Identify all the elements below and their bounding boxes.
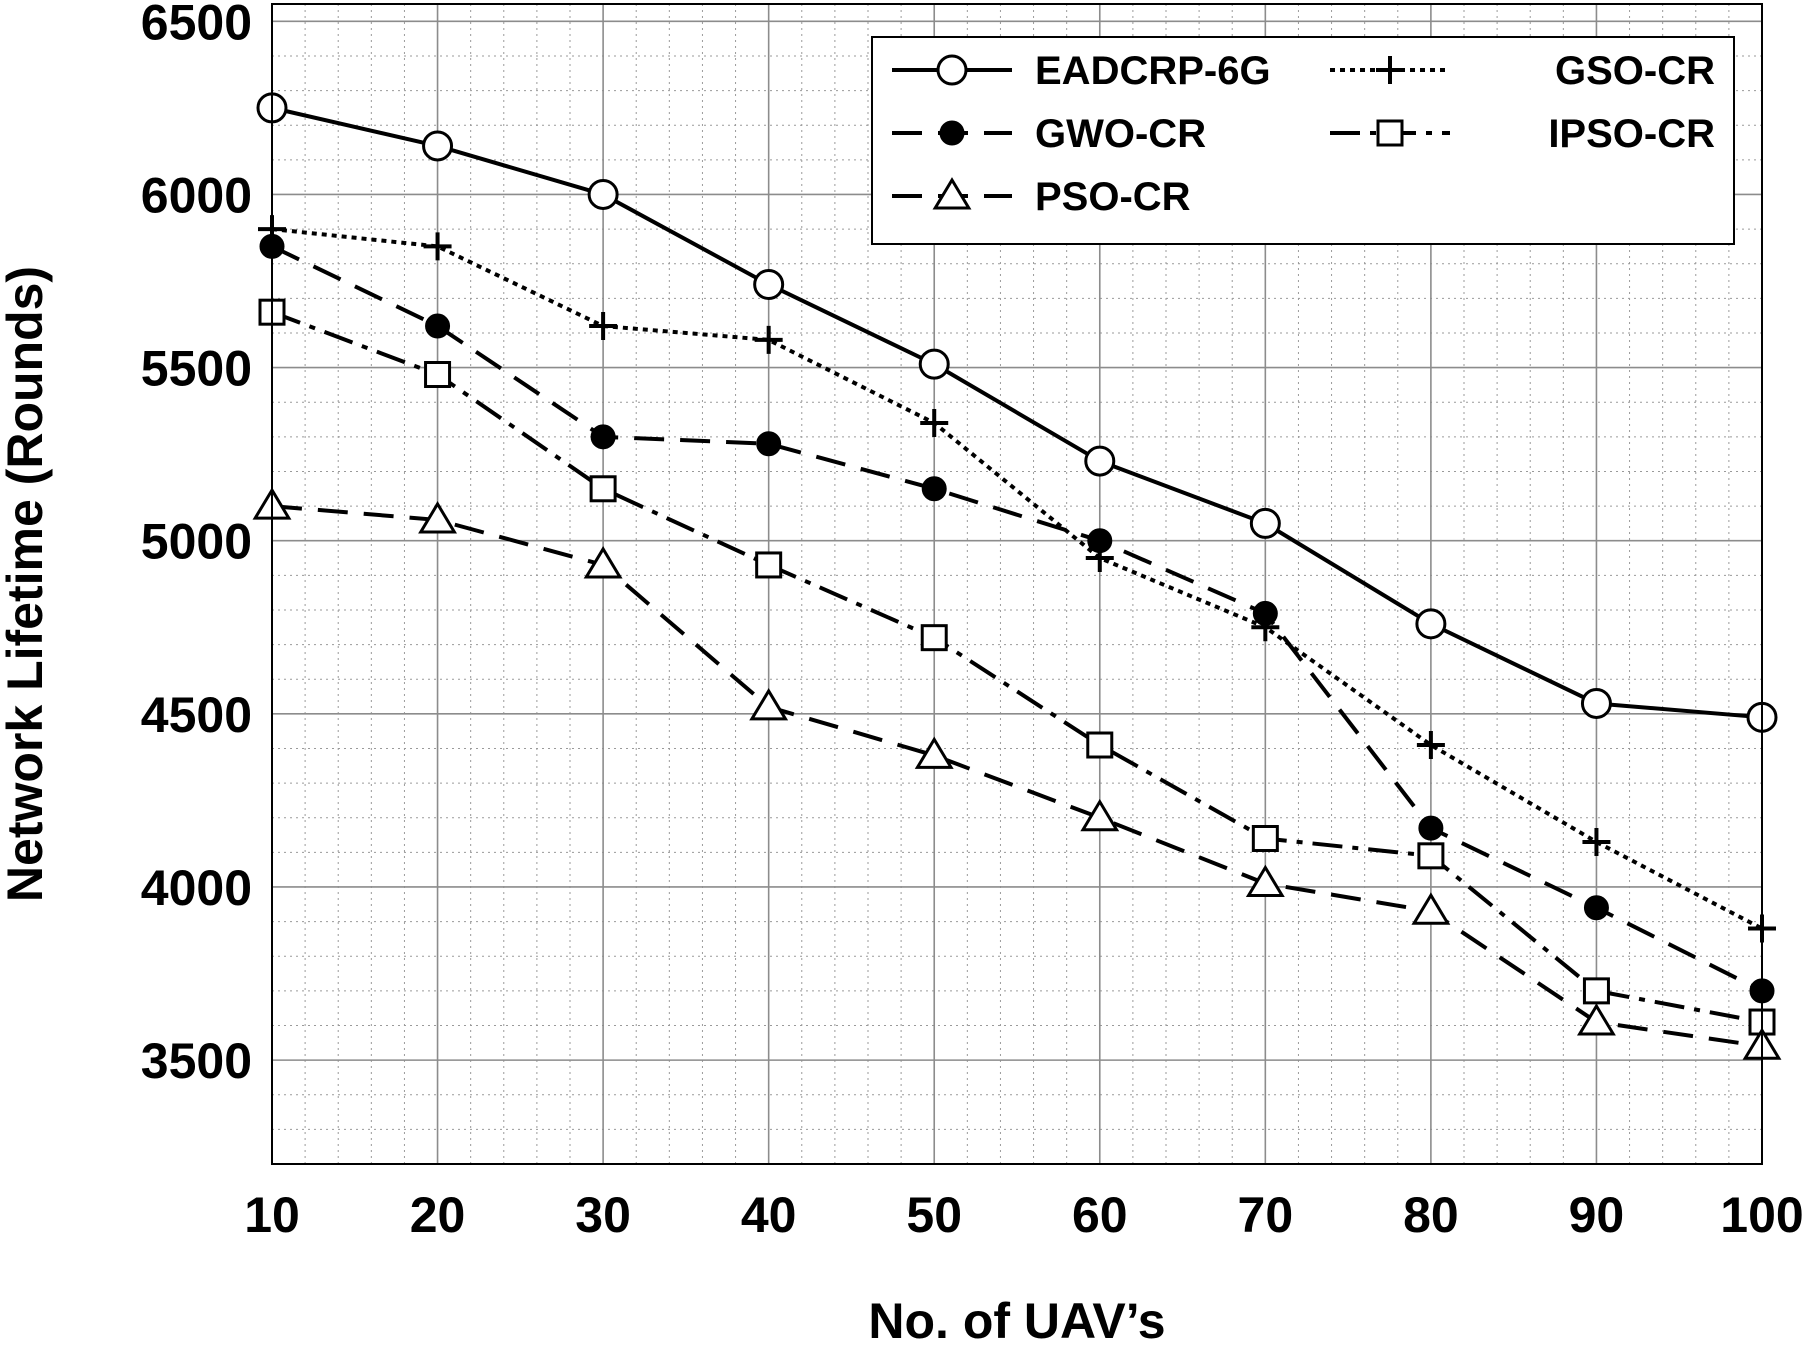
x-tick-label: 30 (575, 1187, 631, 1243)
data-point (422, 130, 454, 162)
data-point (1251, 825, 1279, 853)
plot-frame (271, 3, 1763, 1165)
data-point (753, 268, 785, 300)
data-point (1376, 56, 1404, 84)
x-tick-label: 10 (244, 1187, 300, 1243)
data-point (1376, 119, 1404, 147)
x-tick-label: 50 (906, 1187, 962, 1243)
y-tick-label: 4500 (141, 687, 252, 743)
data-point (754, 325, 783, 354)
x-tick-label: 40 (741, 1187, 797, 1243)
data-point (1245, 864, 1285, 898)
data-point (749, 688, 789, 721)
x-tick-label: 20 (410, 1187, 466, 1243)
legend-label: GWO-CR (1035, 112, 1206, 156)
data-point (1252, 600, 1278, 626)
legend-item-pso-cr: PSO-CR (892, 175, 1191, 219)
legend-item-gwo-cr: GWO-CR (892, 112, 1206, 156)
x-tick-label: 100 (1720, 1187, 1803, 1243)
data-point (920, 408, 949, 437)
data-point (583, 546, 623, 579)
y-tick-label: 6500 (141, 0, 252, 50)
data-point (939, 120, 965, 146)
data-point (418, 501, 458, 534)
y-tick-label: 3500 (141, 1033, 252, 1089)
x-tick-label: 60 (1072, 1187, 1128, 1243)
x-tick-labels: 10 20 30 40 50 60 70 80 90 100 (244, 1187, 1804, 1243)
x-tick-label: 80 (1403, 1187, 1459, 1243)
data-point (1583, 895, 1609, 921)
y-axis-label: Network Lifetime (Rounds) (0, 266, 53, 902)
data-point (1080, 798, 1120, 832)
data-point (589, 312, 618, 341)
legend-label: EADCRP-6G (1035, 49, 1271, 93)
data-point (1418, 815, 1444, 841)
legend-label: IPSO-CR (1548, 112, 1715, 156)
data-point (918, 348, 950, 380)
series-line (271, 310, 1763, 1024)
series-line (271, 244, 1763, 993)
y-tick-label: 5000 (141, 514, 252, 570)
y-tick-label: 5500 (141, 341, 252, 397)
data-point (936, 54, 968, 86)
legend-label: GSO-CR (1555, 49, 1715, 93)
data-point (587, 178, 619, 210)
data-point (1416, 731, 1445, 760)
legend: EADCRP-6G GSO-CR GWO-CR IPSO-CR PSO-CR (871, 36, 1735, 245)
data-point (914, 736, 954, 769)
data-point (1415, 608, 1447, 640)
data-point (1084, 445, 1116, 477)
series-ipso-cr (258, 298, 1776, 1036)
series-eadcrp-6g (256, 92, 1778, 733)
data-point (590, 424, 616, 450)
data-point (1576, 1003, 1616, 1036)
data-point (1582, 977, 1610, 1005)
series-line (271, 504, 1763, 1049)
data-point (425, 313, 451, 339)
x-tick-label: 90 (1569, 1187, 1625, 1243)
data-point (920, 624, 948, 652)
data-point (1417, 842, 1445, 870)
x-tick-label: 70 (1238, 1187, 1294, 1243)
data-point (1086, 731, 1114, 759)
legend-item-eadcrp-6g: EADCRP-6G (892, 49, 1271, 93)
data-point (921, 476, 947, 502)
data-point (423, 232, 452, 261)
series-gso-cr (258, 215, 1776, 943)
y-tick-labels: 3500 4000 4500 5000 5500 6000 6500 (141, 0, 252, 1089)
legend-label: PSO-CR (1035, 175, 1191, 219)
data-point (1580, 687, 1612, 719)
data-point (756, 431, 782, 457)
data-point (755, 551, 783, 579)
y-tick-label: 4000 (141, 860, 252, 916)
legend-item-gso-cr: GSO-CR (1330, 49, 1715, 93)
data-point (1411, 892, 1451, 925)
x-axis-label: No. of UAV’s (868, 1293, 1165, 1349)
data-point (589, 475, 617, 503)
data-point (1249, 507, 1281, 539)
data-point (932, 177, 972, 210)
series-line (271, 105, 1763, 720)
series-line (271, 227, 1763, 931)
data-point (424, 361, 452, 389)
data-point (1582, 827, 1611, 856)
legend-item-ipso-cr: IPSO-CR (1330, 112, 1715, 156)
y-tick-label: 6000 (141, 167, 252, 223)
data-point (1087, 528, 1113, 554)
legend-box (871, 36, 1735, 245)
